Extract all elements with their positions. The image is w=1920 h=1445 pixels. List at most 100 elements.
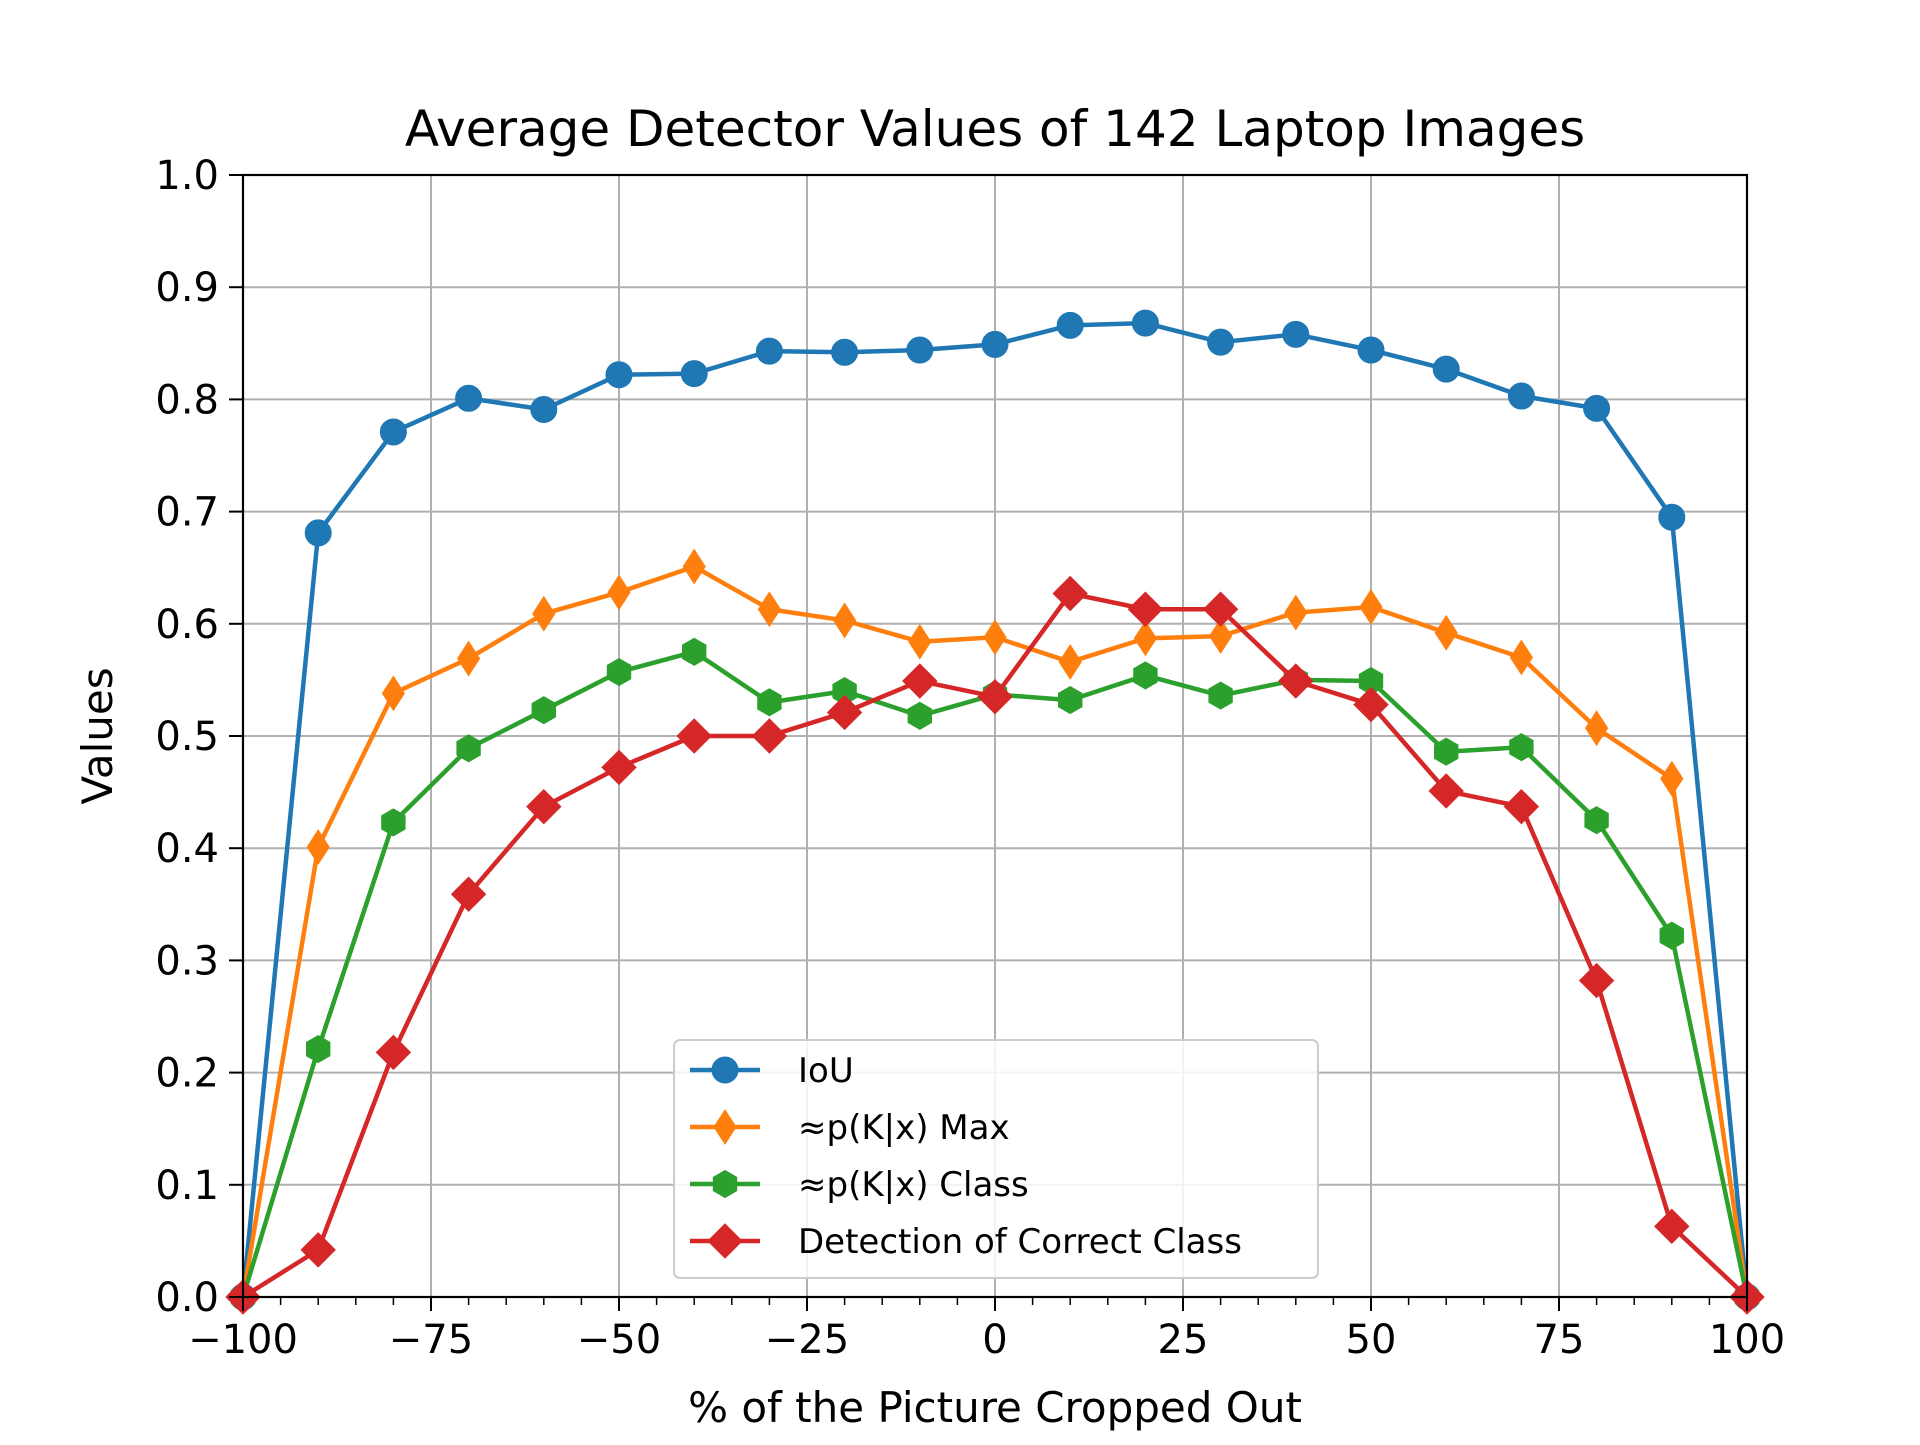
data-point — [1058, 644, 1082, 680]
data-point — [1434, 737, 1459, 766]
legend-item: ≈p(K|x) Max — [690, 1108, 1010, 1148]
x-tick-label: 50 — [1346, 1317, 1397, 1363]
data-point — [1056, 311, 1084, 339]
data-point — [1278, 663, 1314, 699]
data-point — [381, 808, 406, 837]
data-point — [981, 330, 1009, 358]
legend-item: Detection of Correct Class — [690, 1222, 1242, 1262]
series-Detection of Correct Class — [225, 575, 1765, 1315]
data-point — [304, 519, 332, 547]
data-point — [1434, 614, 1458, 651]
data-point — [908, 623, 932, 660]
data-point — [381, 675, 405, 712]
data-point — [1578, 962, 1615, 999]
x-tick-label: 75 — [1534, 1317, 1585, 1363]
data-point — [1503, 788, 1540, 825]
y-tick-label: 0.6 — [155, 602, 219, 648]
data-point — [1585, 710, 1609, 747]
data-point — [757, 688, 782, 717]
data-point — [306, 1034, 331, 1064]
y-axis-label: Values — [73, 667, 122, 804]
data-point — [1284, 594, 1308, 631]
data-point — [833, 602, 857, 639]
data-point — [902, 663, 938, 699]
data-point — [456, 734, 481, 763]
chart-title: Average Detector Values of 142 Laptop Im… — [405, 100, 1585, 158]
legend-swatch-marker — [711, 1056, 739, 1084]
y-tick-label: 0.7 — [155, 490, 219, 536]
data-point — [1584, 806, 1609, 835]
data-point — [1131, 309, 1159, 337]
y-tick-label: 0.8 — [155, 377, 219, 423]
data-point — [906, 336, 934, 364]
data-point — [1509, 639, 1533, 676]
legend-item: ≈p(K|x) Class — [690, 1165, 1029, 1205]
legend-label: Detection of Correct Class — [798, 1222, 1242, 1262]
x-tick-label: −25 — [765, 1317, 849, 1363]
data-point — [379, 418, 407, 446]
data-point — [1509, 733, 1534, 762]
y-tick-label: 0.9 — [155, 265, 219, 311]
data-point — [530, 395, 558, 423]
data-point — [1428, 773, 1464, 809]
legend-label: ≈p(K|x) Max — [798, 1108, 1010, 1148]
data-point — [751, 718, 788, 754]
data-point — [300, 1232, 336, 1268]
y-tick-label: 0.5 — [155, 714, 219, 760]
data-point — [1507, 382, 1535, 410]
data-point — [532, 595, 556, 632]
data-point — [907, 701, 932, 730]
x-tick-label: −50 — [577, 1317, 661, 1363]
data-point — [1357, 336, 1385, 364]
y-tick-label: 0.3 — [155, 938, 219, 984]
data-point — [1583, 394, 1611, 422]
data-point — [531, 696, 556, 725]
legend: IoU ≈p(K|x) Max ≈p(K|x) Class Detection of … — [673, 1039, 1319, 1279]
data-point — [682, 548, 706, 585]
data-point — [606, 657, 632, 687]
legend-swatch-marker — [713, 1109, 737, 1145]
data-point — [682, 637, 707, 666]
data-point — [601, 749, 637, 786]
legend-item: IoU — [690, 1051, 854, 1091]
data-point — [1127, 591, 1164, 627]
data-point — [1133, 661, 1158, 690]
axis-ticks: −100 −75 −50 −25 0 25 50 75 100 0.0 0.1 0.2 0.3 0.4 0.… — [155, 153, 1785, 1363]
data-point — [1208, 681, 1233, 710]
data-point — [375, 1034, 412, 1071]
x-tick-label: −100 — [188, 1317, 298, 1363]
data-point — [1660, 760, 1684, 797]
data-point — [1353, 686, 1389, 723]
data-point — [1052, 575, 1088, 612]
data-point — [1658, 503, 1686, 531]
legend-box — [673, 1039, 1319, 1279]
data-point — [1209, 618, 1233, 655]
legend-label: IoU — [798, 1051, 854, 1091]
y-tick-label: 0.4 — [155, 826, 219, 872]
y-tick-label: 1.0 — [155, 153, 219, 199]
x-tick-label: 100 — [1709, 1317, 1785, 1363]
data-point — [457, 640, 481, 677]
data-point — [977, 679, 1013, 715]
data-point — [757, 591, 781, 628]
data-point — [1659, 921, 1684, 950]
x-tick-label: −75 — [389, 1317, 473, 1363]
y-tick-label: 0.0 — [155, 1275, 219, 1321]
data-point — [1207, 328, 1235, 356]
series-layer — [225, 309, 1765, 1315]
legend-swatch-marker — [712, 1169, 738, 1199]
data-point — [607, 574, 631, 611]
data-point — [455, 384, 483, 412]
data-point — [605, 361, 633, 389]
x-axis-label: % of the Picture Cropped Out — [688, 1383, 1302, 1432]
data-point — [826, 694, 863, 731]
data-point — [1058, 686, 1083, 715]
data-point — [1202, 591, 1239, 627]
data-point — [306, 829, 330, 865]
data-point — [1282, 320, 1310, 348]
data-point — [450, 876, 487, 912]
data-point — [831, 338, 859, 366]
data-point — [1359, 589, 1383, 625]
data-point — [1133, 620, 1157, 657]
